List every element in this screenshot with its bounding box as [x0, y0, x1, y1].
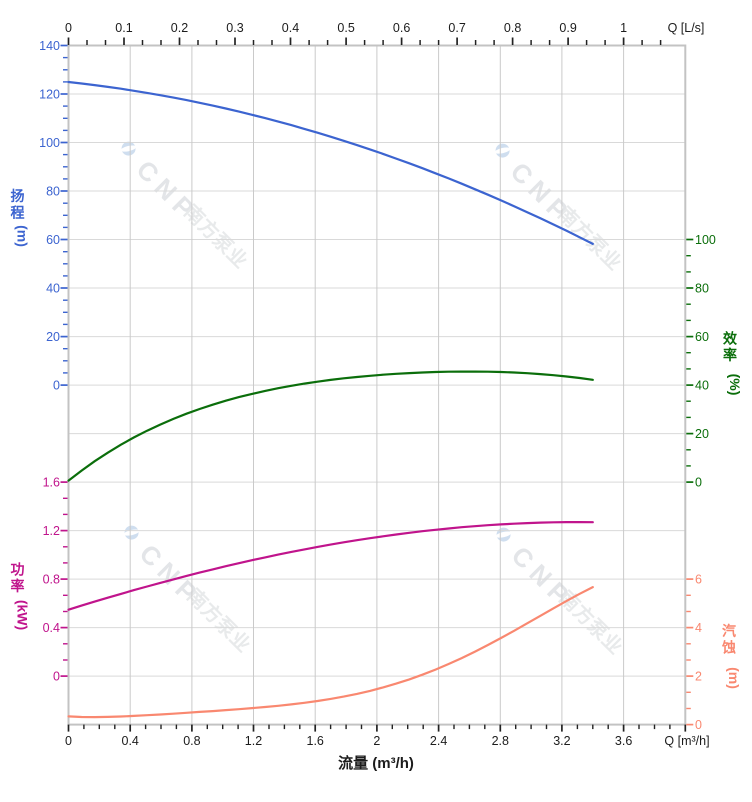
svg-text:60: 60: [695, 330, 709, 344]
svg-text:(%): (%): [727, 374, 743, 396]
svg-text:100: 100: [695, 233, 716, 247]
svg-text:6: 6: [695, 572, 702, 586]
svg-text:0.6: 0.6: [393, 21, 410, 35]
svg-text:0: 0: [695, 475, 702, 489]
svg-text:20: 20: [695, 427, 709, 441]
svg-text:100: 100: [39, 136, 60, 150]
svg-text:40: 40: [695, 378, 709, 392]
svg-text:扬: 扬: [11, 188, 25, 204]
svg-text:(m): (m): [15, 225, 31, 247]
svg-text:0: 0: [53, 669, 60, 683]
svg-text:0.4: 0.4: [282, 21, 299, 35]
svg-text:0.9: 0.9: [559, 21, 576, 35]
svg-text:0: 0: [65, 21, 72, 35]
svg-text:1.6: 1.6: [307, 734, 324, 748]
svg-text:效: 效: [723, 331, 738, 347]
svg-text:1.6: 1.6: [43, 475, 60, 489]
svg-text:20: 20: [46, 330, 60, 344]
svg-text:蚀: 蚀: [721, 640, 736, 656]
svg-text:Q [L/s]: Q [L/s]: [668, 21, 705, 35]
svg-text:0.5: 0.5: [337, 21, 354, 35]
svg-text:0.8: 0.8: [183, 734, 200, 748]
svg-text:0.8: 0.8: [43, 572, 60, 586]
svg-text:3.6: 3.6: [615, 734, 632, 748]
svg-text:2: 2: [373, 734, 380, 748]
svg-text:0.1: 0.1: [115, 21, 132, 35]
svg-text:汽: 汽: [722, 623, 736, 639]
svg-text:1.2: 1.2: [245, 734, 262, 748]
svg-text:60: 60: [46, 233, 60, 247]
svg-text:0: 0: [53, 378, 60, 392]
svg-text:2.8: 2.8: [492, 734, 509, 748]
svg-text:4: 4: [695, 621, 702, 635]
svg-text:40: 40: [46, 281, 60, 295]
svg-text:1.2: 1.2: [43, 524, 60, 538]
svg-text:0.7: 0.7: [448, 21, 465, 35]
svg-text:0: 0: [695, 718, 702, 732]
svg-text:率: 率: [723, 347, 737, 363]
svg-text:2.4: 2.4: [430, 734, 447, 748]
svg-text:Q [m³/h]: Q [m³/h]: [664, 734, 709, 748]
svg-text:0.8: 0.8: [504, 21, 521, 35]
svg-text:0.3: 0.3: [226, 21, 243, 35]
svg-text:120: 120: [39, 87, 60, 101]
svg-text:0: 0: [65, 734, 72, 748]
svg-text:1: 1: [620, 21, 627, 35]
svg-text:率: 率: [11, 578, 25, 594]
svg-text:(m): (m): [726, 667, 742, 689]
svg-text:功: 功: [11, 562, 25, 578]
svg-text:80: 80: [695, 281, 709, 295]
svg-text:2: 2: [695, 669, 702, 683]
svg-text:流量 (m³/h): 流量 (m³/h): [338, 754, 414, 772]
svg-text:140: 140: [39, 39, 60, 53]
svg-text:0.2: 0.2: [171, 21, 188, 35]
svg-text:80: 80: [46, 184, 60, 198]
svg-text:(kW): (kW): [15, 600, 31, 630]
svg-text:3.2: 3.2: [553, 734, 570, 748]
svg-text:0.4: 0.4: [43, 621, 60, 635]
svg-text:0.4: 0.4: [122, 734, 139, 748]
svg-text:程: 程: [11, 205, 25, 221]
